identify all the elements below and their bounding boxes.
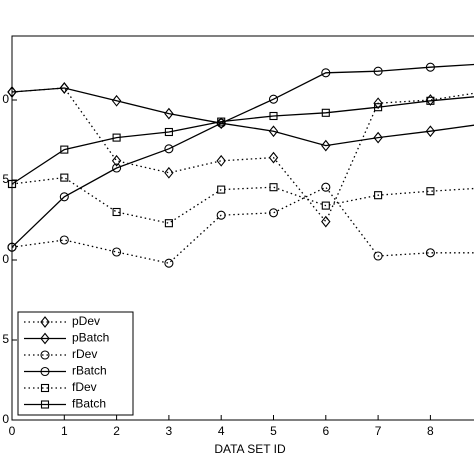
point	[112, 163, 122, 173]
legend-box	[17, 311, 134, 416]
point	[111, 154, 122, 167]
point	[374, 103, 383, 112]
series-line	[11, 176, 474, 224]
point	[374, 191, 383, 200]
point	[111, 94, 122, 107]
point	[269, 111, 278, 121]
point	[373, 131, 383, 144]
y-tick-label: 5	[2, 172, 9, 186]
point	[373, 97, 383, 110]
point	[426, 96, 435, 105]
x-tick-label: 0	[9, 424, 16, 438]
series-line	[11, 96, 474, 185]
point	[321, 182, 331, 192]
x-tick-label: 6	[322, 424, 329, 438]
series-line	[11, 186, 474, 264]
point	[321, 139, 331, 152]
series-line	[11, 87, 474, 147]
x-tick-label: 8	[427, 424, 434, 438]
point	[7, 242, 17, 252]
y-tick-label: 0	[2, 252, 9, 266]
y-tick-label: 0	[2, 412, 9, 426]
legend-label: fBatch	[72, 397, 106, 411]
point	[164, 166, 174, 179]
point	[425, 248, 435, 258]
point	[217, 185, 226, 194]
point	[321, 68, 331, 78]
point	[268, 208, 279, 218]
point	[112, 133, 121, 142]
point	[7, 86, 17, 98]
point	[373, 66, 383, 76]
point	[40, 366, 50, 377]
x-tick-label: 2	[113, 424, 120, 438]
point	[321, 201, 330, 210]
point	[425, 94, 436, 106]
point	[40, 316, 50, 328]
point	[40, 350, 50, 360]
point	[425, 125, 436, 138]
legend-label: rBatch	[72, 364, 107, 378]
plot-frame	[11, 35, 474, 421]
point	[321, 108, 330, 117]
point	[269, 183, 278, 192]
x-tick-label: 7	[375, 424, 382, 438]
x-tick-label: 4	[218, 424, 225, 438]
point	[373, 251, 383, 261]
point	[426, 187, 435, 196]
point	[216, 210, 226, 220]
point	[59, 82, 70, 94]
point	[164, 127, 173, 137]
point	[7, 179, 17, 189]
point	[60, 173, 69, 182]
legend-label: pBatch	[72, 331, 109, 345]
point	[164, 258, 174, 268]
point	[60, 145, 69, 154]
point	[217, 117, 226, 126]
point	[40, 332, 50, 345]
point	[40, 383, 50, 393]
legend-label: rDev	[72, 347, 97, 361]
y-tick-label: 5	[2, 332, 9, 346]
point	[268, 94, 279, 104]
point	[268, 151, 279, 164]
point	[112, 247, 122, 257]
point	[164, 107, 174, 120]
point	[164, 144, 174, 154]
point	[321, 215, 331, 228]
x-axis-label: DATA SET ID	[214, 442, 286, 456]
point	[164, 219, 173, 228]
point	[59, 192, 69, 202]
legend-label: pDev	[72, 314, 100, 328]
series-line	[11, 63, 474, 248]
x-tick-label: 3	[166, 424, 173, 438]
x-tick-label: 1	[61, 424, 68, 438]
x-tick-label: 5	[270, 424, 277, 438]
y-tick-label: 0	[2, 92, 9, 106]
point	[112, 207, 121, 217]
legend-label: fDev	[72, 380, 97, 394]
point	[425, 62, 435, 72]
series-line	[11, 87, 474, 223]
point	[268, 125, 279, 138]
point	[216, 154, 226, 167]
point	[59, 235, 69, 245]
point	[40, 400, 50, 409]
